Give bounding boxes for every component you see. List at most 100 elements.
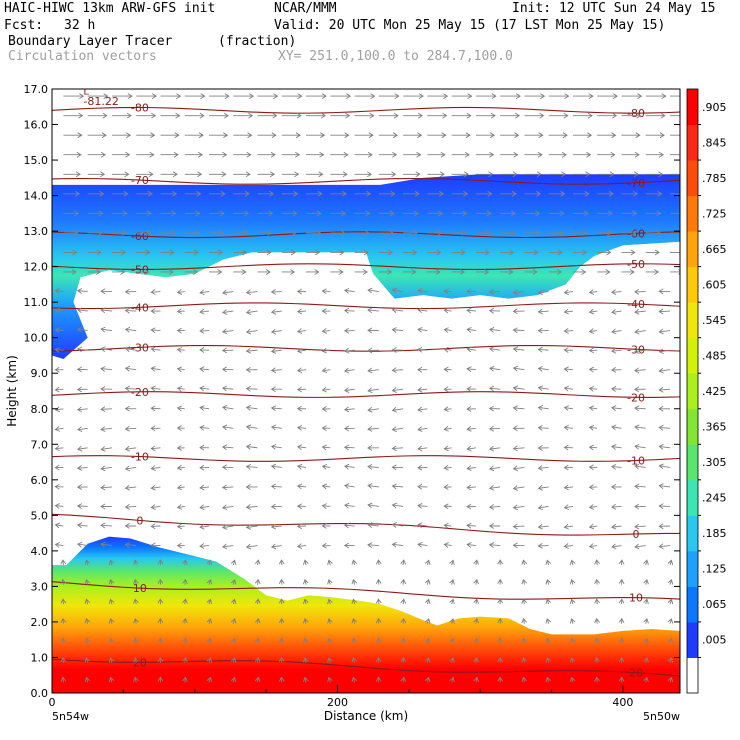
circulation-vector xyxy=(643,618,649,624)
circulation-vector xyxy=(563,289,574,296)
circulation-vector xyxy=(87,269,102,275)
circulation-vector xyxy=(643,657,649,663)
circulation-vector xyxy=(391,367,404,374)
circulation-vector xyxy=(108,637,115,644)
circulation-vector xyxy=(367,406,379,413)
circulation-vector xyxy=(278,656,285,663)
circulation-vector xyxy=(611,424,622,431)
circulation-vector xyxy=(111,269,126,275)
circulation-vector xyxy=(563,347,573,353)
circulation-vector xyxy=(537,308,549,315)
circulation-vector xyxy=(270,308,282,315)
circulation-vector xyxy=(488,405,501,412)
circulation-vector xyxy=(245,504,258,510)
circulation-vector xyxy=(330,132,350,139)
circulation-vector xyxy=(588,366,598,373)
circulation-vector xyxy=(548,210,565,217)
circulation-vector xyxy=(321,463,331,470)
circulation-vector xyxy=(588,543,598,549)
circulation-vector xyxy=(424,637,431,644)
colorbar-swatch xyxy=(687,302,698,339)
circulation-vector xyxy=(150,484,161,491)
circulation-vector xyxy=(351,657,358,663)
circulation-vector xyxy=(588,444,598,451)
circulation-vector xyxy=(184,230,200,236)
circulation-vector xyxy=(230,579,237,585)
circulation-vector xyxy=(124,405,137,412)
circulation-vector xyxy=(417,483,428,490)
circulation-vector xyxy=(621,132,641,139)
circulation-vector xyxy=(417,464,428,471)
circulation-vector xyxy=(133,617,139,624)
circulation-vector xyxy=(124,365,137,372)
colorbar-label: .725 xyxy=(702,207,727,220)
circulation-vector xyxy=(221,289,234,296)
circulation-vector xyxy=(610,386,622,392)
circulation-vector xyxy=(466,522,476,529)
circulation-vector xyxy=(321,367,331,374)
circulation-vector xyxy=(254,637,261,644)
circulation-vector xyxy=(354,132,374,139)
circulation-vector xyxy=(500,190,517,197)
circulation-vector xyxy=(417,426,428,432)
colorbar-label: .125 xyxy=(702,563,727,576)
circulation-vector xyxy=(206,598,213,605)
circulation-vector xyxy=(670,269,680,275)
circulation-vector xyxy=(206,676,213,683)
circulation-vector xyxy=(618,617,625,624)
circulation-vector xyxy=(54,483,64,490)
circulation-vector xyxy=(160,230,176,236)
circulation-vector xyxy=(521,637,528,644)
circulation-vector xyxy=(199,484,210,491)
circulation-vector xyxy=(443,307,452,314)
circulation-vector xyxy=(658,288,671,295)
circulation-vector xyxy=(427,190,445,197)
colorbar-label: .845 xyxy=(702,136,727,149)
colorbar-label: .185 xyxy=(702,527,727,540)
contour--80 xyxy=(52,106,680,114)
circulation-vector xyxy=(254,559,261,566)
circulation-vector xyxy=(330,112,351,119)
circulation-vector xyxy=(466,542,476,548)
contour-0 xyxy=(52,513,680,536)
circulation-vector xyxy=(330,171,348,178)
circulation-vector xyxy=(670,134,680,136)
circulation-vector xyxy=(563,504,574,511)
circulation-vector xyxy=(667,676,674,683)
contour--40 xyxy=(52,302,680,310)
circulation-vector xyxy=(618,578,625,585)
circulation-vector xyxy=(563,464,573,471)
circulation-vector xyxy=(400,656,407,663)
circulation-vector xyxy=(391,541,404,548)
circulation-vector xyxy=(658,463,671,470)
circulation-vector xyxy=(378,210,395,217)
circulation-vector xyxy=(611,523,622,530)
circulation-vector xyxy=(87,249,102,256)
circulation-vector xyxy=(199,424,210,431)
circulation-vector xyxy=(443,503,452,510)
circulation-vector xyxy=(306,93,327,99)
contour-label-20-1: 20 xyxy=(629,667,643,680)
circulation-vector xyxy=(100,346,113,352)
circulation-vector xyxy=(537,504,549,511)
circulation-vector xyxy=(588,347,598,354)
colorbar-frame xyxy=(686,88,699,694)
circulation-vector xyxy=(233,249,248,256)
plot-frame xyxy=(51,88,681,694)
circulation-vector xyxy=(321,523,331,529)
circulation-vector xyxy=(270,444,282,450)
circulation-vector xyxy=(330,269,344,275)
circulation-vector xyxy=(391,307,404,313)
circulation-vector xyxy=(343,307,355,314)
circulation-vector xyxy=(221,484,234,491)
circulation-vector xyxy=(330,190,347,197)
circulation-vector xyxy=(572,210,589,217)
circulation-vector xyxy=(296,463,307,470)
circulation-vector xyxy=(443,406,452,412)
circulation-vector xyxy=(524,93,546,99)
circulation-vector xyxy=(76,366,88,373)
circulation-vector xyxy=(569,578,576,585)
circulation-vector xyxy=(278,598,285,605)
circulation-vector xyxy=(76,426,88,433)
circulation-vector xyxy=(449,676,455,683)
